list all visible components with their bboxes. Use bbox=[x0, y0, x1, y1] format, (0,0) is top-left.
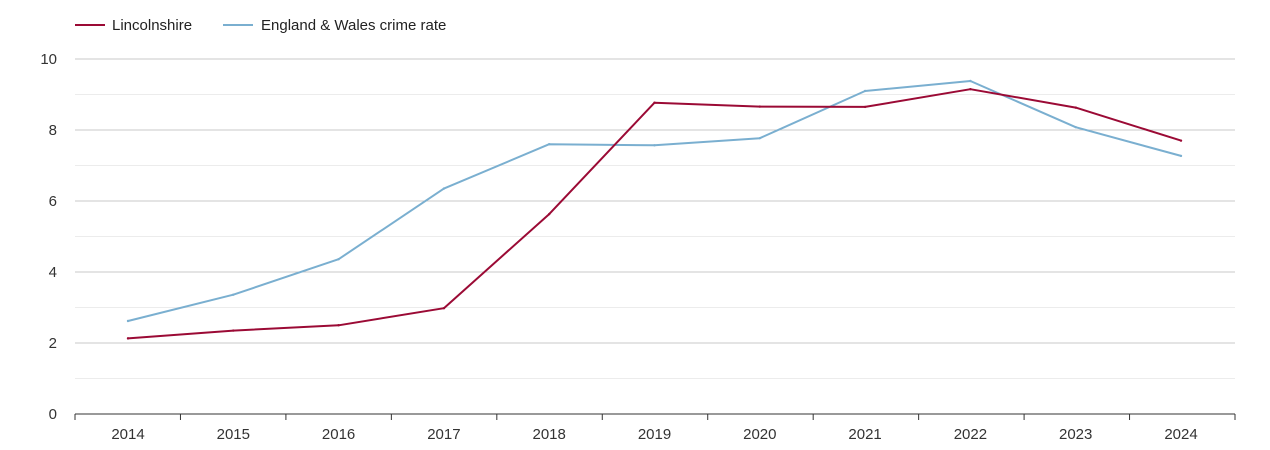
data-point-england-wales-crime-rate-2020 bbox=[758, 136, 761, 140]
data-point-england-wales-crime-rate-2019 bbox=[653, 144, 656, 147]
data-point-england-wales-crime-rate-2022 bbox=[969, 79, 972, 83]
x-tick-label: 2024 bbox=[1164, 426, 1197, 443]
x-tick-label: 2021 bbox=[848, 426, 881, 443]
legend: Lincolnshire England & Wales crime rate bbox=[75, 17, 446, 34]
x-tick-label: 2022 bbox=[954, 426, 987, 443]
data-point-lincolnshire-2017 bbox=[442, 307, 446, 310]
data-point-lincolnshire-2024 bbox=[1179, 139, 1183, 142]
data-point-lincolnshire-2019 bbox=[653, 101, 656, 104]
x-tick-label: 2020 bbox=[743, 426, 776, 443]
x-tick-label: 2019 bbox=[638, 426, 671, 443]
data-point-england-wales-crime-rate-2017 bbox=[442, 187, 446, 190]
x-tick-label: 2023 bbox=[1059, 426, 1092, 443]
data-point-lincolnshire-2014 bbox=[126, 337, 130, 340]
data-point-lincolnshire-2022 bbox=[969, 87, 972, 91]
x-tick-label: 2018 bbox=[533, 426, 566, 443]
data-point-england-wales-crime-rate-2023 bbox=[1074, 125, 1077, 129]
legend-label-lincolnshire: Lincolnshire bbox=[112, 17, 192, 34]
y-tick-label: 2 bbox=[49, 335, 57, 352]
data-point-england-wales-crime-rate-2016 bbox=[337, 258, 340, 261]
x-tick-label: 2017 bbox=[427, 426, 460, 443]
y-tick-label: 4 bbox=[49, 264, 57, 281]
series-line-lincolnshire bbox=[127, 88, 1182, 340]
legend-item-lincolnshire: Lincolnshire bbox=[75, 17, 192, 34]
data-point-lincolnshire-2015 bbox=[232, 329, 235, 332]
data-point-lincolnshire-2018 bbox=[548, 212, 551, 216]
x-tick-label: 2016 bbox=[322, 426, 355, 443]
data-point-lincolnshire-2023 bbox=[1074, 106, 1077, 109]
data-point-england-wales-crime-rate-2018 bbox=[548, 143, 551, 146]
x-tick-label: 2014 bbox=[111, 426, 144, 443]
data-point-england-wales-crime-rate-2015 bbox=[232, 293, 235, 296]
x-tick-label: 2015 bbox=[217, 426, 250, 443]
data-point-lincolnshire-2016 bbox=[337, 324, 340, 327]
y-tick-label: 6 bbox=[49, 193, 57, 210]
data-point-england-wales-crime-rate-2021 bbox=[863, 89, 867, 93]
data-point-england-wales-crime-rate-2024 bbox=[1179, 154, 1183, 158]
y-tick-label: 0 bbox=[49, 406, 57, 423]
y-tick-label: 10 bbox=[40, 51, 57, 68]
series-layer bbox=[126, 79, 1183, 340]
legend-label-england-wales: England & Wales crime rate bbox=[261, 17, 446, 34]
gridlines bbox=[75, 58, 1235, 379]
y-axis-labels: 0 2 4 6 8 10 bbox=[40, 51, 57, 423]
legend-item-england-wales: England & Wales crime rate bbox=[223, 17, 446, 34]
y-tick-label: 8 bbox=[49, 122, 57, 139]
data-point-lincolnshire-2021 bbox=[863, 105, 867, 109]
x-axis: 2014 2015 2016 2017 2018 2019 2020 2021 2022 2023… bbox=[74, 413, 1236, 443]
data-point-england-wales-crime-rate-2014 bbox=[126, 319, 130, 323]
data-point-lincolnshire-2020 bbox=[758, 105, 761, 108]
